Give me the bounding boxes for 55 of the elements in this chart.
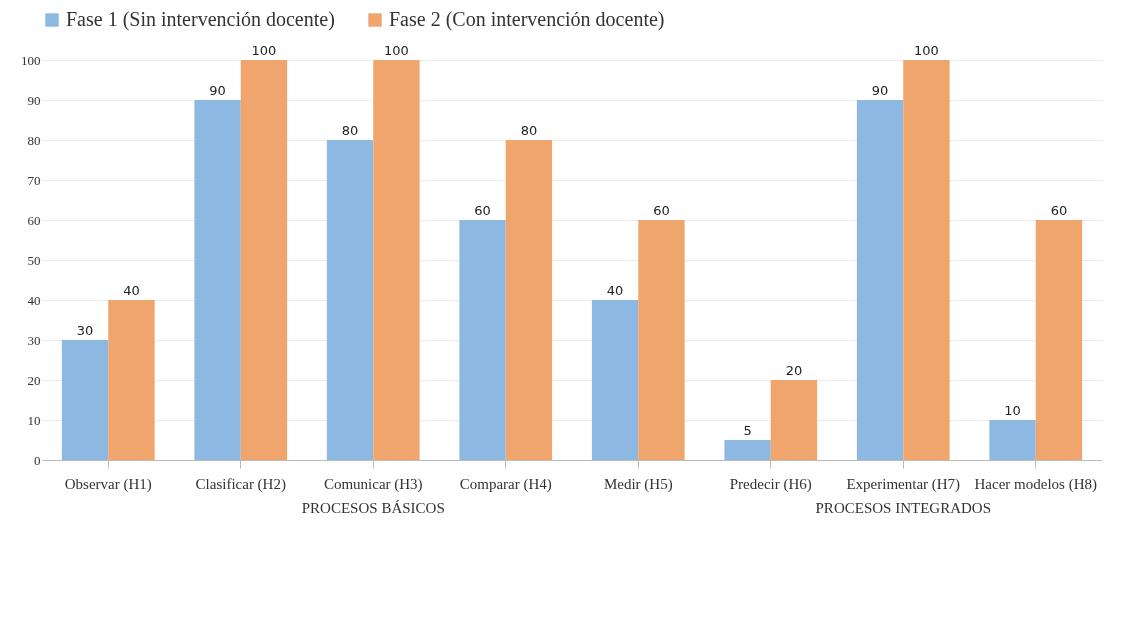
x-tick-label: Comparar (H4)	[459, 475, 552, 493]
data-label: 30	[76, 323, 94, 338]
data-label: 5	[743, 423, 752, 438]
data-label: 90	[871, 83, 889, 98]
bar	[194, 100, 241, 460]
text: PROCESOS INTEGRADOS	[815, 500, 991, 516]
y-tick-label: 0	[34, 452, 41, 468]
y-tick-label: 40	[27, 292, 41, 308]
y-tick-label: 30	[27, 332, 41, 348]
y-tick-label: 80	[27, 132, 41, 148]
data-label: 20	[785, 363, 803, 378]
data-label: 10	[1004, 403, 1021, 418]
bar	[638, 220, 685, 460]
y-tick-label: 70	[27, 172, 41, 188]
bar	[591, 300, 639, 460]
data-label: 60	[474, 203, 491, 218]
y-tick-label: 100	[21, 52, 41, 68]
bar	[724, 440, 771, 460]
data-label: 100	[914, 43, 939, 58]
bar	[903, 60, 950, 460]
bar	[240, 60, 288, 460]
data-label: 60	[1050, 203, 1068, 218]
y-tick-label: 60	[27, 212, 41, 228]
data-label: 100	[251, 43, 277, 58]
bar	[459, 220, 506, 460]
x-tick-label: Predecir (H6)	[729, 475, 812, 493]
y-tick-label: 10	[27, 412, 41, 428]
bar	[326, 140, 374, 460]
data-label: 100	[384, 43, 409, 58]
bar	[856, 100, 904, 460]
x-tick-label: Clasificar (H2)	[195, 475, 286, 493]
bar	[989, 420, 1036, 460]
bar	[1035, 220, 1083, 460]
text: PROCESOS BÁSICOS	[301, 500, 445, 516]
bar	[61, 340, 109, 460]
data-label: 40	[123, 283, 140, 298]
x-tick-label: Medir (H5)	[603, 475, 673, 493]
data-label: 60	[653, 203, 670, 218]
data-label: 80	[520, 123, 538, 138]
y-tick-label: 90	[27, 92, 41, 108]
y-tick-label: 20	[27, 372, 41, 388]
bar	[108, 300, 155, 460]
x-tick-label: Comunicar (H3)	[323, 475, 423, 493]
data-label: 80	[341, 123, 359, 138]
x-tick-label: Hacer modelos (H8)	[974, 475, 1097, 493]
y-tick-label: 50	[27, 252, 41, 268]
legend-label: Fase 1 (Sin intervención docente)	[66, 8, 335, 31]
legend-label: Fase 2 (Con intervención docente)	[389, 8, 665, 31]
bar	[505, 140, 553, 460]
x-tick-label: Experimentar (H7)	[846, 475, 961, 493]
x-tick-label: Observar (H1)	[64, 475, 152, 493]
data-label: 90	[209, 83, 226, 98]
bar	[770, 380, 818, 460]
bar	[373, 60, 420, 460]
data-label: 40	[606, 283, 624, 298]
